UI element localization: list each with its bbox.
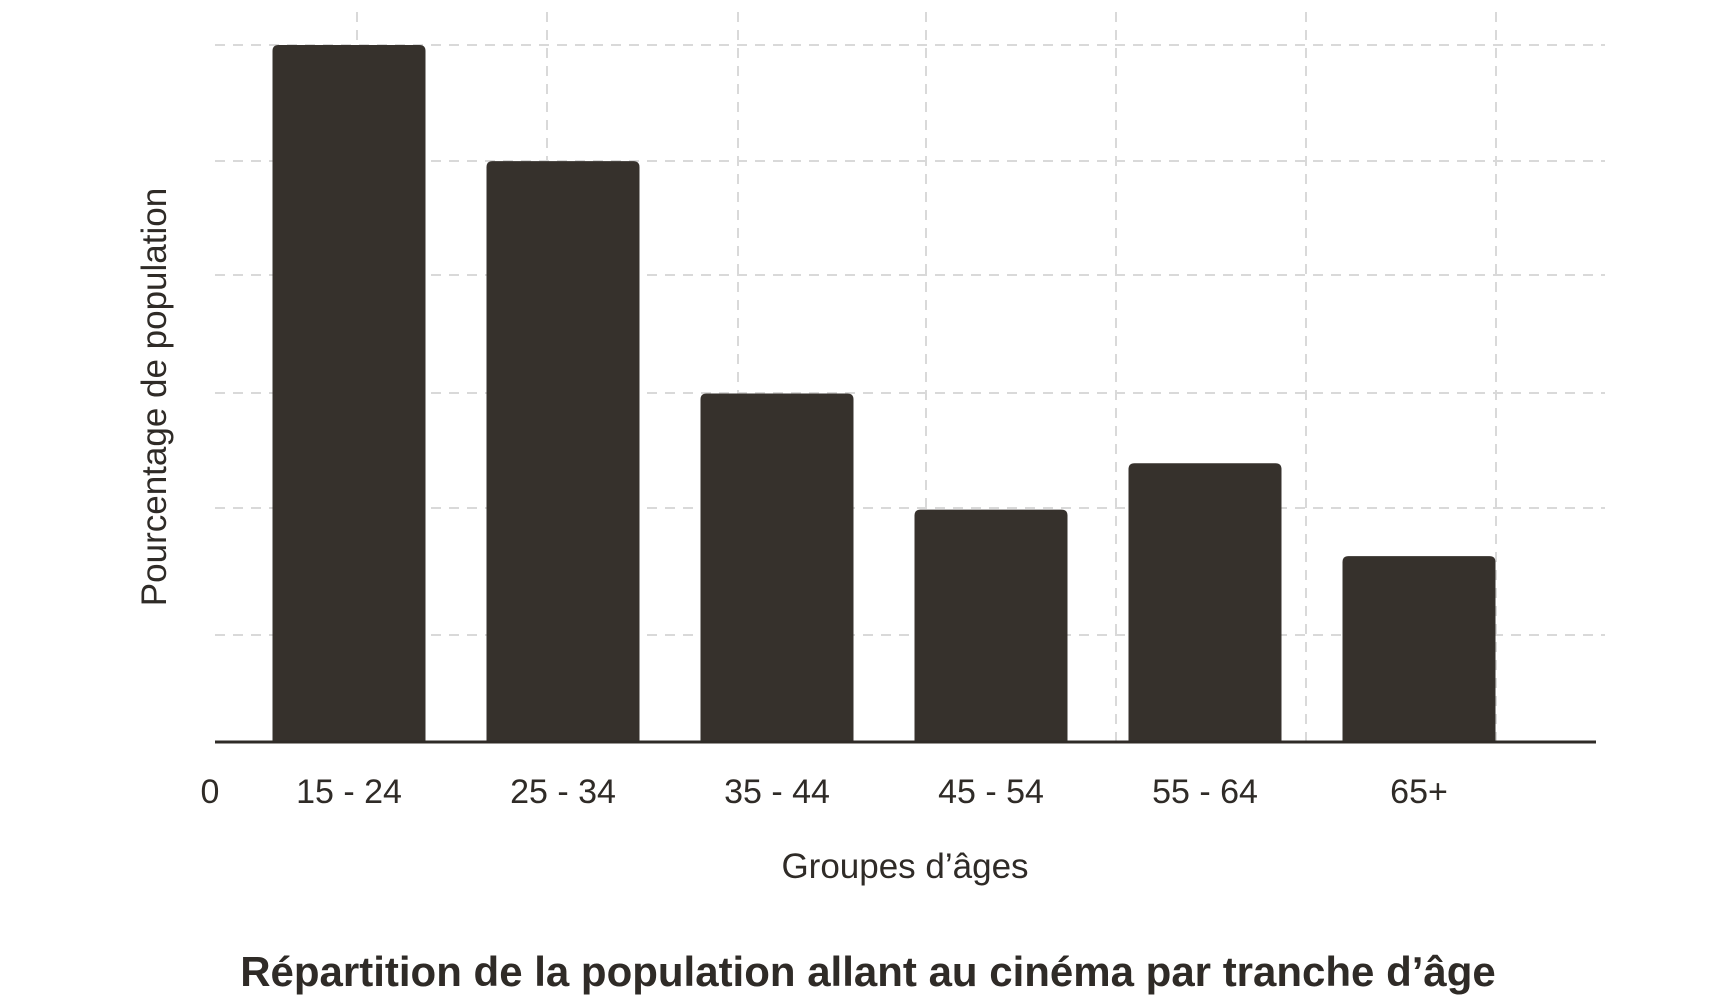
x-tick-label: 35 - 44 (724, 773, 830, 811)
bar-65 (1342, 556, 1496, 742)
x-axis-title: Groupes d’âges (781, 847, 1028, 886)
x-tick-label: 55 - 64 (1152, 773, 1258, 811)
bar-45-54 (914, 509, 1068, 742)
y-axis-title: Pourcentage de population (135, 188, 174, 606)
x-tick-label: 15 - 24 (296, 773, 402, 811)
bar-35-44 (700, 393, 854, 742)
chart-title: Répartition de la population allant au c… (240, 948, 1496, 995)
x-tick-label: 45 - 54 (938, 773, 1044, 811)
bar-15-24 (272, 45, 426, 742)
origin-tick-label: 0 (201, 773, 220, 811)
bar-25-34 (486, 161, 640, 742)
x-tick-labels: 15 - 24 25 - 34 35 - 44 45 - 54 55 - 64 65+ (296, 773, 1448, 811)
x-tick-label: 25 - 34 (510, 773, 616, 811)
bar-55-64 (1128, 463, 1282, 742)
x-tick-label: 65+ (1390, 773, 1448, 811)
bars (272, 45, 1496, 742)
